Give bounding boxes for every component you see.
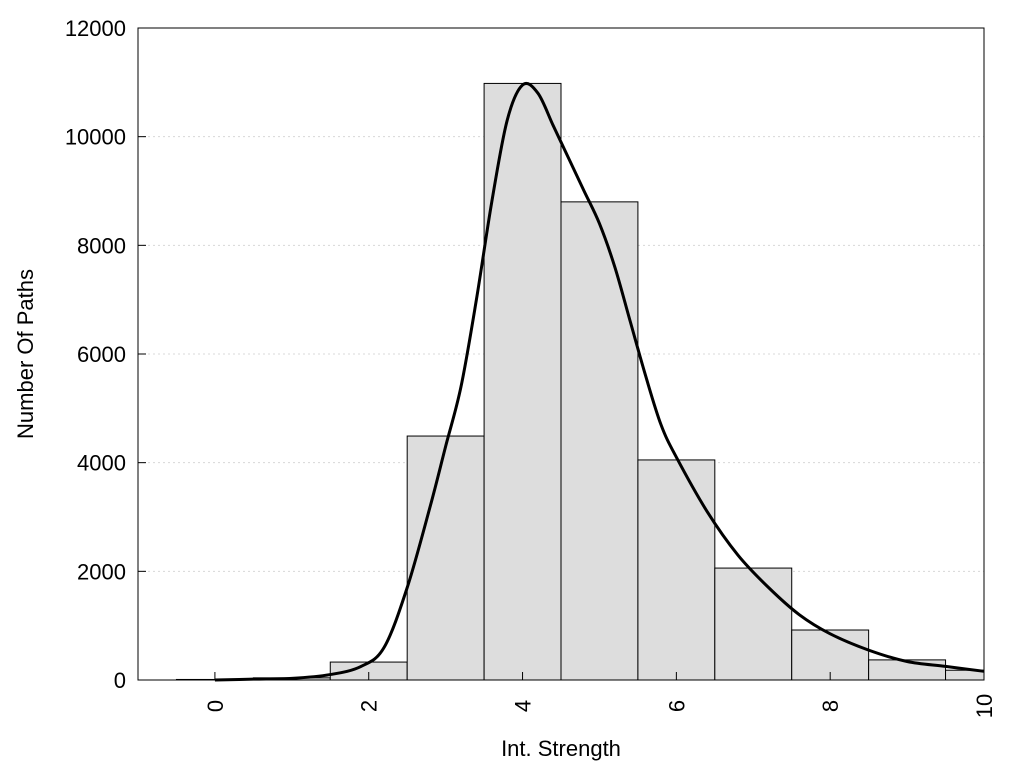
y-tick-label: 12000 xyxy=(65,16,126,41)
x-axis-title: Int. Strength xyxy=(501,736,621,761)
histogram-bar xyxy=(791,629,870,681)
y-tick-label: 0 xyxy=(114,668,126,693)
y-axis: 0 2000 4000 6000 8000 10000 12000 xyxy=(65,16,146,693)
x-tick-label: 10 xyxy=(972,694,997,718)
y-axis-title: Number Of Paths xyxy=(13,269,38,439)
fit-curve xyxy=(214,81,985,682)
x-tick-label: 0 xyxy=(203,700,228,712)
y-tick-label: 10000 xyxy=(65,125,126,150)
histogram-bar xyxy=(560,201,639,681)
x-tick-label: 6 xyxy=(664,700,689,712)
y-tick-label: 2000 xyxy=(77,559,126,584)
y-tick-label: 6000 xyxy=(77,342,126,367)
fit-curve-line xyxy=(214,81,985,682)
histogram-bar xyxy=(637,459,716,681)
y-tick-label: 4000 xyxy=(77,451,126,476)
x-tick-label: 8 xyxy=(818,700,843,712)
x-tick-label: 4 xyxy=(511,700,536,712)
histogram-bar xyxy=(714,567,793,681)
x-tick-label: 2 xyxy=(357,700,382,712)
y-tick-label: 8000 xyxy=(77,233,126,258)
histogram-bar xyxy=(406,435,485,681)
x-axis: 0 2 4 6 8 10 xyxy=(203,672,997,718)
bars xyxy=(175,82,985,681)
grid-lines xyxy=(138,136,984,572)
